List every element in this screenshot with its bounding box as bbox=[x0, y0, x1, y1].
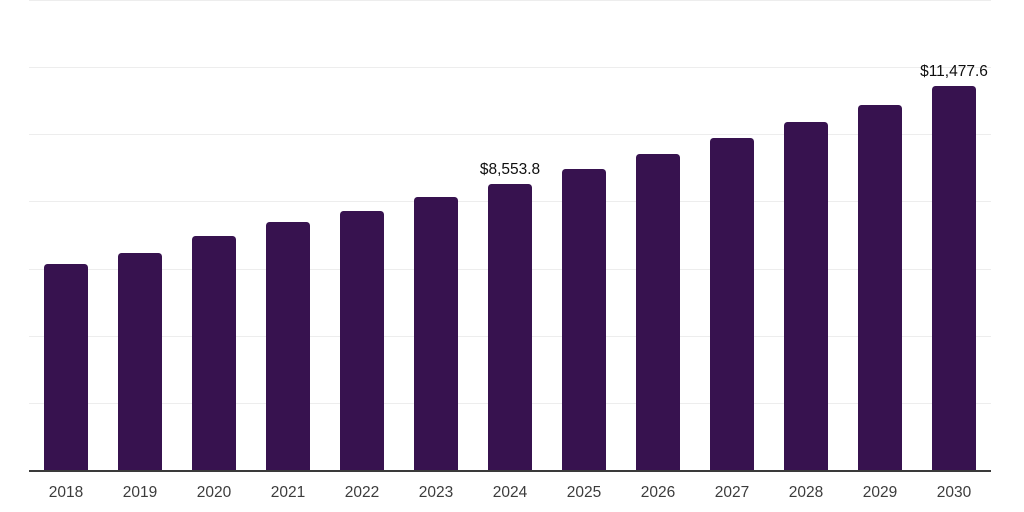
bar-2021 bbox=[266, 221, 310, 471]
gridline bbox=[29, 67, 991, 69]
x-tick-2018: 2018 bbox=[48, 484, 84, 501]
data-label-2030: $11,477.6 bbox=[920, 62, 988, 80]
x-tick-2019: 2019 bbox=[122, 484, 158, 501]
bar-2025 bbox=[562, 168, 606, 471]
bar-2020 bbox=[192, 236, 236, 471]
x-tick-2024: 2024 bbox=[492, 484, 528, 501]
bar-2026 bbox=[636, 154, 680, 471]
bar-2027 bbox=[710, 137, 754, 471]
x-tick-2025: 2025 bbox=[566, 484, 602, 501]
x-tick-2028: 2028 bbox=[788, 484, 824, 501]
bar-2030 bbox=[932, 85, 976, 471]
bar-2023 bbox=[414, 196, 458, 471]
x-tick-2030: 2030 bbox=[936, 484, 972, 501]
gridline bbox=[29, 134, 991, 136]
x-tick-2026: 2026 bbox=[640, 484, 676, 501]
x-axis-line bbox=[29, 470, 991, 472]
bar-2028 bbox=[784, 121, 828, 471]
plot-area: $8,553.8 $11,477.6 bbox=[29, 0, 991, 472]
x-tick-2021: 2021 bbox=[270, 484, 306, 501]
bar-2029 bbox=[858, 105, 902, 471]
bar-2024 bbox=[488, 183, 532, 471]
x-tick-2022: 2022 bbox=[344, 484, 380, 501]
bar-2019 bbox=[118, 253, 162, 471]
x-tick-2029: 2029 bbox=[862, 484, 898, 501]
x-axis-tick-labels: 2018 2019 2020 2021 2022 2023 2024 2025 2026 2027… bbox=[29, 483, 991, 505]
gridline bbox=[29, 0, 991, 1]
x-tick-2023: 2023 bbox=[418, 484, 454, 501]
x-tick-2020: 2020 bbox=[196, 484, 232, 501]
bar-2022 bbox=[340, 210, 384, 471]
data-label-2024: $8,553.8 bbox=[479, 160, 541, 178]
bar-2018 bbox=[44, 263, 88, 471]
x-tick-2027: 2027 bbox=[714, 484, 750, 501]
